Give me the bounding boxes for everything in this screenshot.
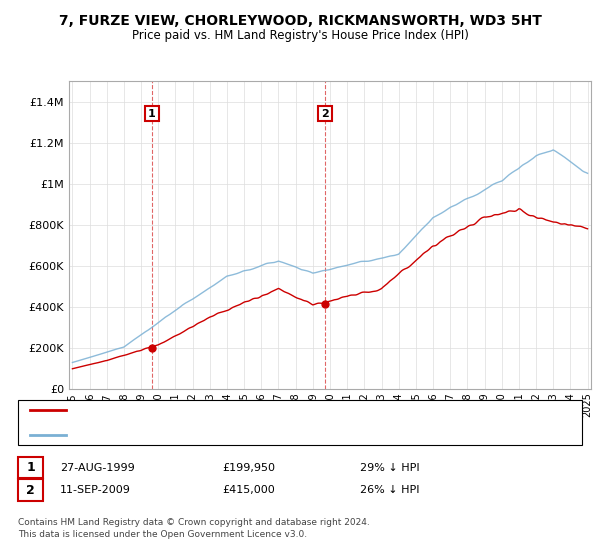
Text: £199,950: £199,950: [222, 463, 275, 473]
Text: 1: 1: [148, 109, 156, 119]
Text: 7, FURZE VIEW, CHORLEYWOOD, RICKMANSWORTH, WD3 5HT (detached house): 7, FURZE VIEW, CHORLEYWOOD, RICKMANSWORT…: [75, 405, 476, 416]
Text: 2: 2: [321, 109, 329, 119]
Text: 7, FURZE VIEW, CHORLEYWOOD, RICKMANSWORTH, WD3 5HT: 7, FURZE VIEW, CHORLEYWOOD, RICKMANSWORT…: [59, 14, 541, 28]
Text: 26% ↓ HPI: 26% ↓ HPI: [360, 485, 419, 495]
Text: 29% ↓ HPI: 29% ↓ HPI: [360, 463, 419, 473]
Text: £415,000: £415,000: [222, 485, 275, 495]
Text: 1: 1: [26, 461, 35, 474]
Text: 27-AUG-1999: 27-AUG-1999: [60, 463, 135, 473]
Text: 2: 2: [26, 483, 35, 497]
Text: HPI: Average price, detached house, Three Rivers: HPI: Average price, detached house, Thre…: [75, 430, 322, 440]
Text: Price paid vs. HM Land Registry's House Price Index (HPI): Price paid vs. HM Land Registry's House …: [131, 29, 469, 42]
Text: 11-SEP-2009: 11-SEP-2009: [60, 485, 131, 495]
Text: Contains HM Land Registry data © Crown copyright and database right 2024.
This d: Contains HM Land Registry data © Crown c…: [18, 518, 370, 539]
